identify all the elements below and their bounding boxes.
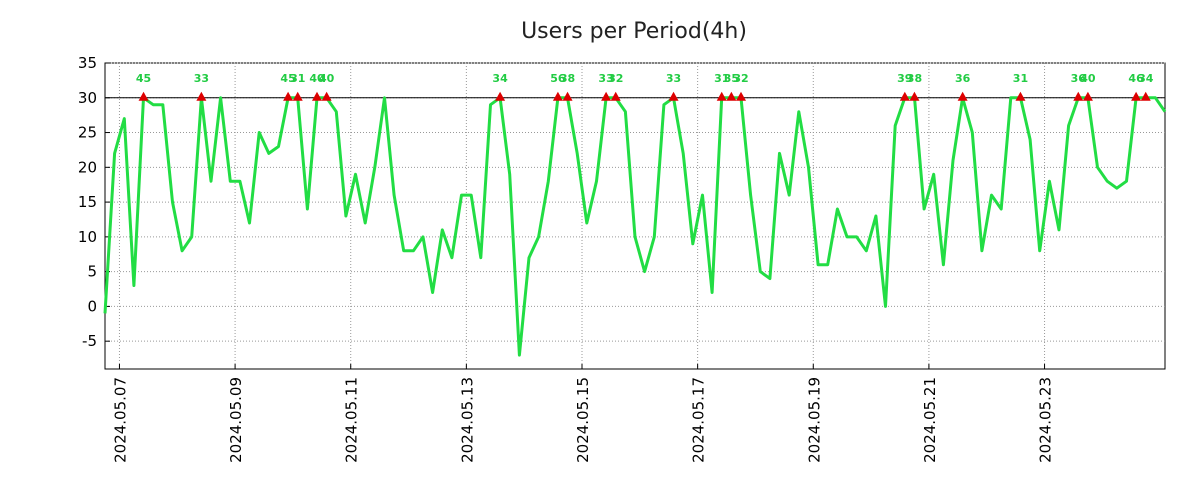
- peak-marker: [716, 91, 727, 101]
- y-axis-ticks: 35 30 25 20 15 10 5 0 -5: [78, 54, 110, 350]
- plot-area-frame: [104, 62, 1166, 370]
- x-tick-label: 2024.05.23: [1037, 377, 1055, 463]
- peak-marker: [909, 91, 920, 101]
- peak-label: 36: [1071, 72, 1087, 85]
- y-tick-label: 25: [78, 124, 97, 142]
- peak-marker: [601, 91, 612, 101]
- x-tick-label: 2024.05.15: [574, 377, 592, 463]
- y-tick-label: 5: [87, 263, 97, 281]
- x-tick-label: 2024.05.13: [458, 377, 476, 463]
- peak-marker: [1073, 91, 1084, 101]
- y-tick-label: 35: [78, 54, 97, 72]
- peak-label: 40: [1080, 72, 1096, 85]
- x-tick-label: 2024.05.09: [227, 377, 245, 463]
- x-tick-label: 2024.05.07: [111, 377, 129, 463]
- peak-label: 38: [560, 72, 575, 85]
- peak-label: 36: [955, 72, 971, 85]
- peak-marker: [610, 91, 621, 101]
- series-line-users: [103, 96, 1167, 357]
- peak-label: 34: [1138, 72, 1154, 85]
- peak-label: 39: [897, 72, 912, 85]
- peak-label: 32: [608, 72, 623, 85]
- x-tick-label: 2024.05.11: [343, 377, 361, 463]
- peak-label: 31: [290, 72, 305, 85]
- peak-marker: [1015, 91, 1026, 101]
- peak-label: 33: [666, 72, 681, 85]
- peak-markers: [138, 91, 1151, 101]
- peak-label: 33: [194, 72, 209, 85]
- peak-marker: [1140, 91, 1151, 101]
- peak-label: 35: [724, 72, 739, 85]
- peak-marker: [1082, 91, 1093, 101]
- y-tick-label: 10: [78, 228, 97, 246]
- peak-marker: [283, 91, 294, 101]
- peak-label: 56: [550, 72, 566, 85]
- peak-marker: [957, 91, 968, 101]
- peak-label: 33: [598, 72, 613, 85]
- peak-label: 46: [1128, 72, 1144, 85]
- y-tick-label: -5: [82, 332, 97, 350]
- peak-marker: [899, 91, 910, 101]
- peak-marker: [312, 91, 322, 101]
- x-tick-label: 2024.05.17: [690, 377, 708, 463]
- peak-marker: [726, 91, 737, 101]
- peak-label: 40: [309, 72, 325, 85]
- peak-marker: [736, 91, 746, 101]
- grid-lines: [105, 62, 1165, 369]
- peak-label: 31: [714, 72, 729, 85]
- y-tick-label: 15: [78, 193, 97, 211]
- y-tick-label: 20: [78, 158, 97, 176]
- peak-marker: [196, 91, 207, 101]
- peak-marker: [668, 91, 679, 101]
- chart-title: Users per Period(4h): [521, 19, 747, 44]
- peak-marker: [321, 91, 332, 101]
- peak-label: 38: [907, 72, 922, 85]
- peak-label: 45: [280, 72, 295, 85]
- peak-marker: [495, 91, 506, 101]
- peak-label: 45: [136, 72, 151, 85]
- y-tick-label: 30: [78, 89, 97, 107]
- x-tick-label: 2024.05.21: [921, 377, 939, 463]
- peak-marker: [552, 91, 563, 101]
- peak-label: 31: [1013, 72, 1028, 85]
- peak-marker: [292, 91, 303, 101]
- x-axis-ticks: 2024.05.07 2024.05.09 2024.05.11 2024.05.13…: [111, 364, 1055, 463]
- peak-marker: [1131, 91, 1142, 101]
- peak-label: 34: [492, 72, 508, 85]
- x-tick-label: 2024.05.19: [805, 377, 823, 463]
- y-tick-label: 0: [87, 297, 97, 315]
- peak-label: 40: [319, 72, 335, 85]
- peak-marker: [138, 91, 149, 101]
- peak-marker: [562, 91, 573, 101]
- peak-label: 32: [733, 72, 748, 85]
